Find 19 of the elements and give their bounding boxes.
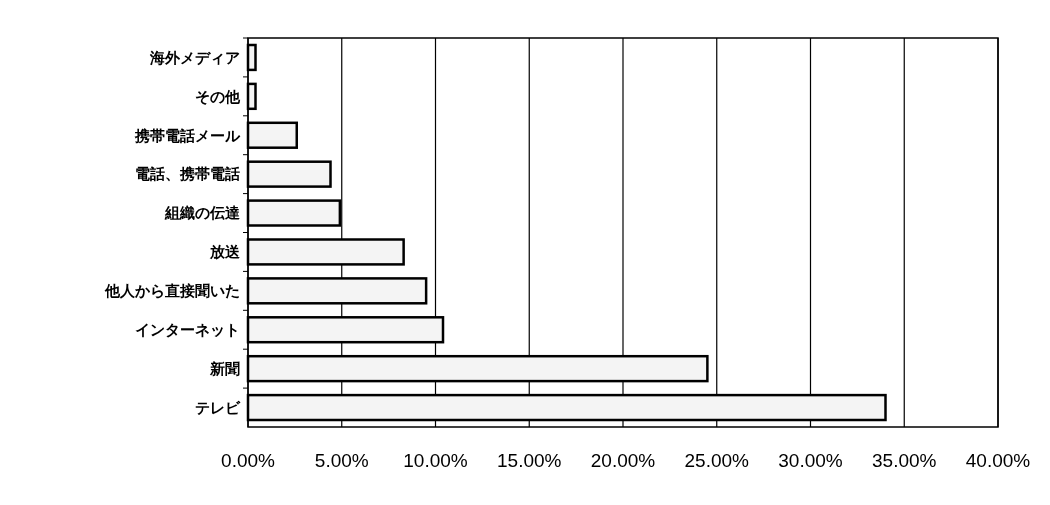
x-tick-label: 20.00% <box>590 450 656 471</box>
x-tick-label: 5.00% <box>314 450 369 471</box>
y-tick-label: 電話、携帯電話 <box>135 165 240 183</box>
x-tick-label: 10.00% <box>403 450 468 471</box>
y-tick-label: 他人から直接聞いた <box>104 282 240 300</box>
x-tick-label: 35.00% <box>872 450 937 471</box>
x-tick-label: 15.00% <box>497 450 562 471</box>
y-tick-label: テレビ <box>195 398 241 416</box>
y-tick-label: インターネット <box>135 321 240 338</box>
x-tick-label: 40.00% <box>965 450 1031 471</box>
y-tick-label: 携帯電話メール <box>134 126 241 144</box>
y-tick-label: 新聞 <box>209 359 240 377</box>
y-tick-label: その他 <box>195 87 241 105</box>
y-tick-label: 組織の伝達 <box>164 204 241 222</box>
x-tick-label: 30.00% <box>778 450 843 471</box>
x-tick-label: 0.00% <box>221 450 276 471</box>
y-tick-label: 放送 <box>209 243 241 261</box>
x-tick-label: 25.00% <box>684 450 750 471</box>
y-tick-label: 海外メディア <box>149 48 240 66</box>
